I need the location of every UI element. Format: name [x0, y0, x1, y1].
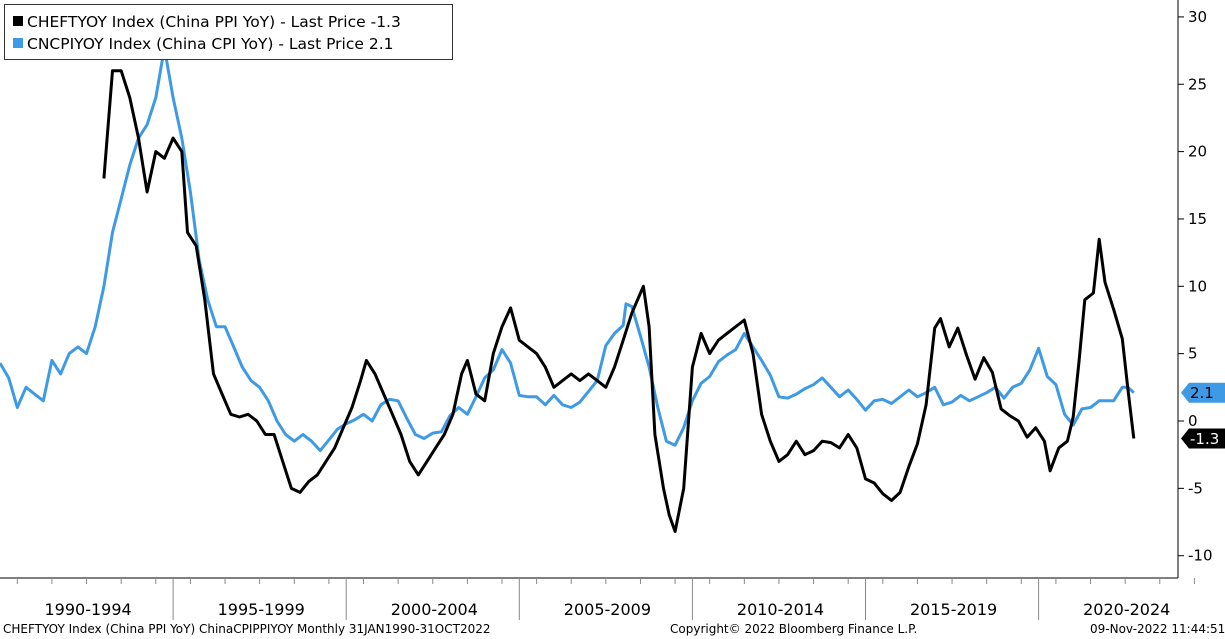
legend-item-ppi: CHEFTYOY Index (China PPI YoY) - Last Pr…: [13, 13, 401, 31]
y-tick-label: 25: [1188, 75, 1207, 93]
series-line: [102, 69, 1136, 533]
footer-timestamp: 09-Nov-2022 11:44:51: [1090, 622, 1225, 636]
x-category-label: 2015-2019: [910, 600, 997, 619]
y-tick-label: 0: [1188, 412, 1198, 430]
x-category-label: 1995-1999: [218, 600, 305, 619]
x-axis: 1990-1994 1995-1999 2000-2004 2005-2009 2010…: [16, 578, 1195, 620]
y-tick-label: -10: [1188, 547, 1213, 565]
last-value-tag: [1181, 428, 1225, 449]
y-tick-label: -5: [1188, 479, 1203, 497]
plot-lines: [0, 46, 1136, 533]
x-category-label: 1990-1994: [44, 600, 131, 619]
last-value-label: -1.3: [1190, 430, 1219, 448]
legend-swatch-ppi: [13, 16, 23, 26]
y-tick-label: 15: [1188, 210, 1207, 228]
y-tick-label: 10: [1188, 277, 1207, 295]
x-category-label: 2000-2004: [391, 600, 478, 619]
x-category-label: 2020-2024: [1083, 600, 1170, 619]
y-tick-label: 20: [1188, 143, 1207, 161]
footer-copyright: Copyright© 2022 Bloomberg Finance L.P.: [670, 622, 918, 636]
last-value-tags: -1.3 2.1: [1181, 382, 1225, 449]
last-value-label: 2.1: [1190, 384, 1214, 402]
legend-label-ppi: CHEFTYOY Index (China PPI YoY) - Last Pr…: [27, 13, 401, 31]
legend-swatch-cpi: [13, 38, 23, 48]
legend-item-cpi: CNCPIYOY Index (China CPI YoY) - Last Pr…: [13, 35, 394, 53]
series-line: [0, 46, 1135, 453]
legend-label-cpi: CNCPIYOY Index (China CPI YoY) - Last Pr…: [27, 35, 394, 53]
legend: CHEFTYOY Index (China PPI YoY) - Last Pr…: [4, 4, 453, 60]
x-category-label: 2010-2014: [737, 600, 824, 619]
y-axis: 30 25 20 15 10 5 0 -5 -10: [1178, 8, 1213, 565]
footer-source: CHEFTYOY Index (China PPI YoY) ChinaCPIP…: [3, 622, 491, 636]
y-tick-label: 30: [1188, 8, 1207, 26]
y-tick-label: 5: [1188, 345, 1198, 363]
last-value-tag: [1181, 382, 1225, 403]
x-category-label: 2005-2009: [564, 600, 651, 619]
